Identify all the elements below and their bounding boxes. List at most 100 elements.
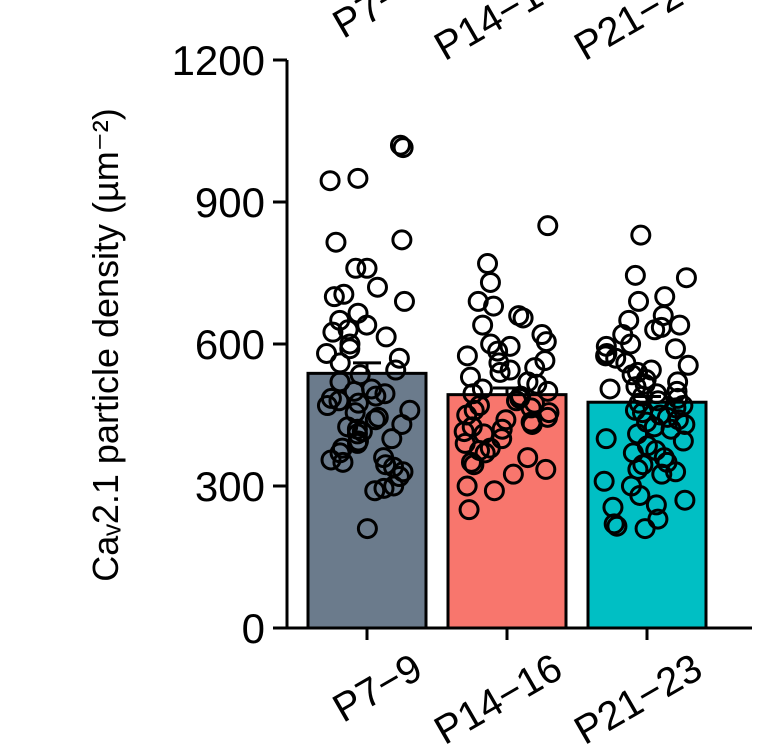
data-point — [393, 290, 415, 312]
data-point — [325, 231, 347, 253]
data-point — [391, 413, 413, 435]
y-tick-label: 1200 — [172, 37, 265, 84]
data-point — [487, 340, 509, 362]
data-point — [383, 475, 405, 497]
data-point — [660, 418, 682, 440]
data-point — [472, 314, 494, 336]
data-point — [495, 409, 517, 431]
data-point — [521, 413, 543, 435]
x-tick-label: P21−23 — [567, 646, 709, 750]
data-point — [537, 215, 559, 237]
data-point — [628, 290, 650, 312]
data-point — [458, 499, 480, 521]
data-point — [328, 390, 350, 412]
data-point — [672, 430, 694, 452]
x-tick-label: P14−16 — [427, 646, 569, 750]
data-point — [593, 470, 615, 492]
data-point — [320, 449, 342, 471]
data-point — [391, 229, 413, 251]
data-point — [388, 347, 410, 369]
top-category-label: P7−9 — [326, 0, 430, 47]
data-point — [347, 167, 369, 189]
data-point — [512, 307, 534, 329]
y-tick-label: 300 — [195, 463, 265, 510]
data-point — [385, 359, 407, 381]
data-point — [453, 421, 475, 443]
data-point — [339, 338, 361, 360]
bar-1 — [306, 371, 428, 630]
data-point — [375, 326, 397, 348]
y-tick-label: 900 — [195, 179, 265, 226]
data-point — [463, 454, 485, 476]
data-point — [316, 342, 338, 364]
data-point — [499, 335, 521, 357]
top-category-label: P14−16 — [427, 0, 569, 69]
data-point — [345, 257, 367, 279]
data-point — [474, 442, 496, 464]
data-point — [491, 418, 513, 440]
y-ticks: 0 300 600 900 1200 — [172, 37, 287, 652]
data-point — [595, 428, 617, 450]
data-point — [322, 321, 344, 343]
data-point — [502, 463, 524, 485]
data-point — [645, 494, 667, 516]
data-point — [489, 361, 511, 383]
data-point — [392, 137, 414, 159]
data-point — [630, 224, 652, 246]
data-point — [332, 451, 354, 473]
data-point — [603, 513, 625, 535]
data-point — [316, 395, 338, 417]
data-point — [624, 264, 646, 286]
data-point — [537, 380, 559, 402]
data-point — [319, 170, 341, 192]
data-point — [488, 352, 510, 374]
data-point — [674, 489, 696, 511]
data-point — [460, 451, 482, 473]
data-point — [323, 286, 345, 308]
data-point — [456, 345, 478, 367]
data-point — [665, 461, 687, 483]
data-point — [347, 392, 369, 414]
data-point — [343, 380, 365, 402]
data-point — [477, 253, 499, 275]
data-point — [364, 409, 386, 431]
data-point — [651, 463, 673, 485]
y-tick-label: 0 — [242, 605, 265, 652]
data-point — [479, 437, 501, 459]
data-point — [499, 359, 521, 381]
data-point — [654, 286, 676, 308]
data-point — [365, 385, 387, 407]
data-point — [373, 477, 395, 499]
data-point — [632, 454, 654, 476]
data-point — [664, 338, 686, 360]
y-tick-label: 600 — [195, 321, 265, 368]
top-category-label: P21−23 — [567, 0, 709, 69]
data-point — [392, 461, 414, 483]
data-point — [389, 134, 411, 156]
data-point — [605, 347, 627, 369]
data-point — [535, 458, 557, 480]
data-point — [333, 283, 355, 305]
data-point — [367, 406, 389, 428]
data-point — [599, 378, 621, 400]
data-point — [620, 333, 642, 355]
data-point — [356, 314, 378, 336]
data-point — [374, 383, 396, 405]
data-point — [356, 257, 378, 279]
data-point — [356, 518, 378, 540]
data-point — [517, 447, 539, 469]
data-point — [329, 352, 351, 374]
data-point — [483, 480, 505, 502]
data-point — [644, 319, 666, 341]
data-point — [346, 423, 368, 445]
data-points — [316, 134, 699, 540]
data-point — [669, 314, 691, 336]
data-point — [456, 475, 478, 497]
data-point — [364, 480, 386, 502]
data-point — [595, 345, 617, 367]
y-axis-title: Caᵥ2.1 particle density (µm⁻²) — [85, 108, 126, 581]
data-point — [483, 295, 505, 317]
data-point — [480, 333, 502, 355]
